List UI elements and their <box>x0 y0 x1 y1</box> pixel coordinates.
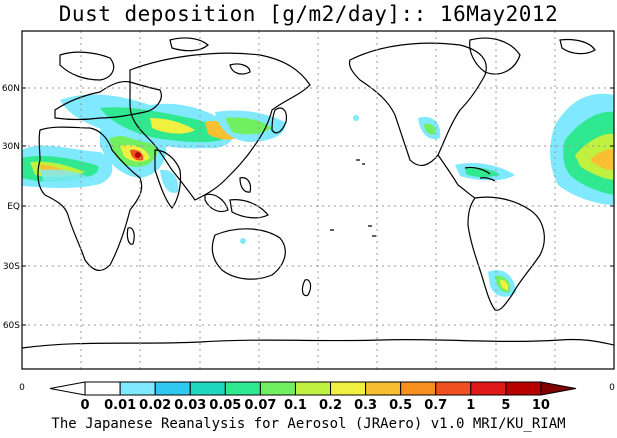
colorbar-label: 0.05 <box>209 398 241 413</box>
footer-credit: The Japanese Reanalysis for Aerosol (JRA… <box>51 416 566 432</box>
colorbar-swatch <box>505 381 542 396</box>
colorbar-label: 0.07 <box>244 398 276 413</box>
lat-label-eq: EQ <box>7 202 20 212</box>
colorbar-label: 0.5 <box>389 398 412 413</box>
colorbar-swatch <box>154 381 191 396</box>
lat-label-60n: 60N <box>2 84 20 94</box>
map-title: Dust deposition [g/m2/day]:: 16May2012 <box>58 2 559 26</box>
colorbar-swatch <box>119 381 156 396</box>
colorbar-swatch <box>365 381 402 396</box>
lat-label-60s: 60S <box>3 321 20 331</box>
dust-shading <box>22 93 614 297</box>
colorbar-swatch <box>49 381 86 396</box>
colorbar-swatch <box>224 381 261 396</box>
colorbar-label: 10 <box>532 398 550 413</box>
axis-corner-right: 0 <box>609 383 615 393</box>
colorbar-swatch <box>294 381 332 396</box>
colorbar-label: 0.01 <box>104 398 136 413</box>
colorbar-label: 1 <box>466 398 475 413</box>
colorbar-swatch <box>435 381 472 396</box>
lat-label-30n: 30N <box>2 142 20 152</box>
graticule <box>22 31 614 369</box>
colorbar-label: 0 <box>81 398 90 413</box>
coastlines <box>22 37 614 349</box>
axis-corner-left: 0 <box>19 383 25 393</box>
lat-label-30s: 30S <box>3 262 20 272</box>
colorbar <box>49 381 577 396</box>
colorbar-swatch <box>189 381 226 396</box>
colorbar-label: 0.7 <box>424 398 447 413</box>
colorbar-swatch <box>400 381 437 396</box>
colorbar-label: 0.03 <box>174 398 206 413</box>
colorbar-swatch <box>84 381 121 396</box>
colorbar-label: 0.2 <box>319 398 342 413</box>
colorbar-swatch <box>540 381 577 396</box>
colorbar-label: 0.1 <box>284 398 307 413</box>
colorbar-swatch <box>470 381 507 396</box>
colorbar-swatch <box>330 381 367 396</box>
colorbar-label: 5 <box>501 398 510 413</box>
colorbar-label: 0.3 <box>354 398 377 413</box>
colorbar-swatch <box>259 381 296 396</box>
colorbar-label: 0.02 <box>139 398 171 413</box>
colorbar-labels: 0 0.01 0.02 0.03 0.05 0.07 0.1 0.2 0.3 0.5 0.7 1 5 10 <box>81 398 550 413</box>
map-frame <box>21 30 615 370</box>
